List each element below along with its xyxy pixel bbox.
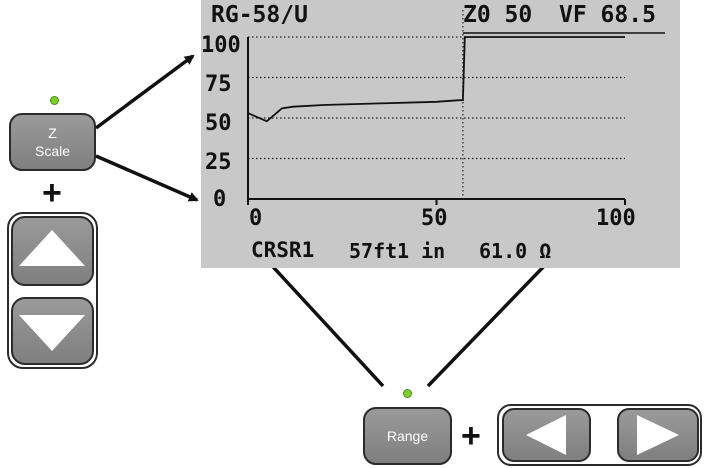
range-label: Range bbox=[386, 428, 429, 444]
z-scale-label-line1: Z bbox=[48, 125, 57, 141]
plus-sign: + bbox=[461, 417, 481, 455]
z-scale-button[interactable]: Z Scale bbox=[9, 113, 96, 171]
x-tick-label: 100 bbox=[596, 206, 636, 231]
impedance-readout: 61.0 Ω bbox=[479, 239, 552, 263]
tdr-display: RG-58/U Z0 50 VF 68.5 100 75 50 25 0 0 5… bbox=[201, 0, 680, 268]
y-tick-label: 100 bbox=[201, 33, 241, 58]
right-arrow-button[interactable] bbox=[617, 408, 699, 462]
z-scale-label-line2: Scale bbox=[34, 143, 71, 159]
left-arrow-button[interactable] bbox=[502, 408, 591, 462]
y-tick-label: 50 bbox=[205, 111, 232, 136]
y-tick-label: 75 bbox=[205, 72, 232, 97]
tdr-plot bbox=[247, 10, 665, 205]
up-arrow-icon bbox=[19, 230, 85, 266]
cable-type-label: RG-58/U bbox=[211, 2, 308, 28]
range-button[interactable]: Range bbox=[363, 407, 452, 465]
right-arrow-icon bbox=[637, 415, 679, 455]
arrow-range-to-cursor bbox=[261, 254, 385, 388]
cursor-label: CRSR1 bbox=[251, 238, 315, 262]
arrow-zscale-to-bottom bbox=[95, 154, 199, 202]
left-right-rocker bbox=[497, 404, 702, 466]
waveform-line bbox=[247, 36, 625, 123]
y-tick-label: 25 bbox=[205, 150, 232, 175]
up-arrow-button[interactable] bbox=[11, 216, 94, 286]
down-arrow-icon bbox=[19, 315, 85, 351]
cursor-distance-in: 1 in bbox=[397, 239, 446, 263]
y-tick-label: 0 bbox=[213, 187, 227, 212]
x-tick-label: 50 bbox=[421, 206, 448, 231]
left-arrow-icon bbox=[526, 415, 566, 455]
cursor-distance-ft: 57ft bbox=[349, 239, 398, 263]
down-arrow-button[interactable] bbox=[11, 297, 94, 365]
zscale-led bbox=[50, 96, 59, 105]
up-down-rocker bbox=[7, 212, 98, 369]
z0-label: Z0 50 bbox=[463, 2, 533, 28]
x-tick-label: 0 bbox=[249, 206, 263, 231]
vf-label: VF 68.5 bbox=[559, 2, 656, 28]
range-led bbox=[403, 389, 412, 398]
plus-sign: + bbox=[42, 174, 62, 212]
arrow-zscale-to-top bbox=[94, 54, 195, 130]
